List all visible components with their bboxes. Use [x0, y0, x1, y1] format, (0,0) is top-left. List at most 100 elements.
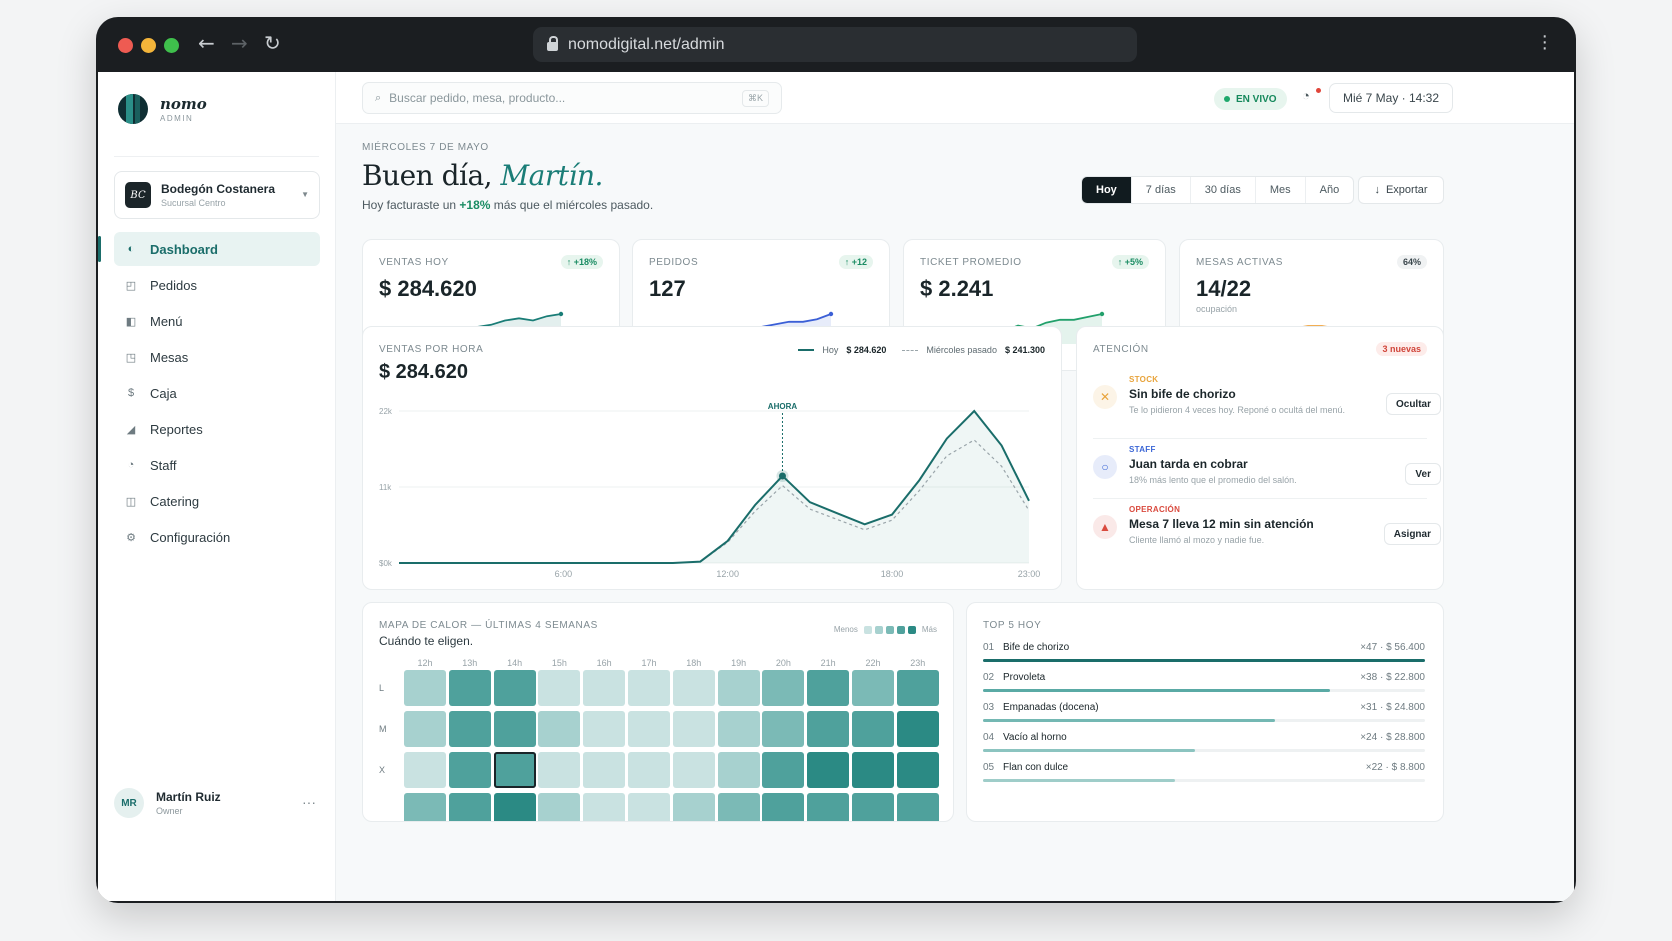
heatmap-cell[interactable]	[628, 752, 670, 788]
forward-arrow-icon[interactable]: →	[231, 31, 248, 55]
heatmap-cell[interactable]	[896, 670, 939, 706]
heatmap-cell[interactable]	[583, 793, 626, 821]
sidebar-item-configuracion[interactable]: ⚙ Configuración	[114, 520, 320, 554]
heatmap-cell[interactable]	[896, 752, 939, 788]
sidebar-item-label: Dashboard	[150, 241, 218, 257]
alert-title: Sin bife de chorizo	[1129, 387, 1236, 401]
sidebar-item-reportes[interactable]: ◢ Reportes	[114, 412, 320, 446]
heatmap-cell[interactable]	[717, 793, 760, 821]
heatmap-cell[interactable]	[493, 711, 536, 747]
heatmap-cell[interactable]	[448, 711, 491, 747]
heatmap-cell[interactable]	[583, 670, 626, 706]
top-item[interactable]: 01 Bife de chorizo ×47 · $ 56.400	[983, 639, 1425, 669]
heatmap-cell[interactable]	[628, 711, 670, 747]
heatmap-cell[interactable]	[807, 793, 850, 821]
heatmap-cell[interactable]	[672, 711, 715, 747]
heatmap-cell[interactable]	[672, 670, 715, 706]
heatmap-cell[interactable]	[493, 670, 536, 706]
heatmap-cell[interactable]	[852, 752, 894, 788]
top-item[interactable]: 02 Provoleta ×38 · $ 22.800	[983, 669, 1425, 699]
sidebar-item-dashboard[interactable]: ◐ Dashboard	[98, 232, 320, 266]
heatmap-cell[interactable]	[896, 793, 939, 821]
top-item-name: Bife de chorizo	[1003, 642, 1070, 653]
heatmap-cell[interactable]	[852, 793, 894, 821]
heatmap-cell[interactable]	[493, 793, 536, 821]
range-option[interactable]: 7 días	[1130, 177, 1190, 203]
kpi-label: PEDIDOS	[649, 257, 699, 268]
heatmap-cell[interactable]	[538, 711, 581, 747]
range-option[interactable]: 30 días	[1189, 177, 1255, 203]
sidebar-item-label: Mesas	[150, 349, 189, 365]
more-icon[interactable]: ···	[302, 794, 316, 810]
heatmap-cell[interactable]	[852, 670, 894, 706]
heatmap-cell[interactable]	[628, 670, 670, 706]
heatmap-cell[interactable]	[404, 670, 446, 706]
heatmap-day-label: X	[379, 765, 386, 775]
heatmap-cell[interactable]	[762, 670, 805, 706]
alert-action-button[interactable]: Ver	[1405, 463, 1441, 485]
heatmap-cell[interactable]	[404, 752, 446, 788]
today-area	[399, 411, 1029, 563]
sidebar-item-catering[interactable]: ◫ Catering	[114, 484, 320, 518]
heatmap-cell[interactable]	[852, 711, 894, 747]
heatmap-cell[interactable]	[583, 711, 626, 747]
heatmap-cell[interactable]	[762, 793, 805, 821]
branch-badge: BC	[125, 182, 151, 208]
search-placeholder: Buscar pedido, mesa, producto...	[389, 91, 566, 105]
export-button[interactable]: ↓ Exportar	[1358, 176, 1444, 204]
heatmap-cell[interactable]	[448, 670, 491, 706]
range-option[interactable]: Mes	[1254, 177, 1305, 203]
alert-action-button[interactable]: Asignar	[1383, 523, 1441, 545]
address-bar[interactable]: nomodigital.net/admin	[533, 27, 1137, 62]
heatmap-cell[interactable]	[672, 752, 715, 788]
x-tick-label: 6:00	[555, 569, 573, 579]
heatmap-cell[interactable]	[404, 711, 446, 747]
heatmap-cell[interactable]	[762, 752, 805, 788]
sidebar-item-staff[interactable]: ◔ Staff	[114, 448, 320, 482]
sidebar-item-pedidos[interactable]: ◰ Pedidos	[114, 268, 320, 302]
heatmap-cell[interactable]	[672, 793, 715, 821]
heatmap-cell[interactable]	[762, 711, 805, 747]
range-option[interactable]: Año	[1304, 177, 1354, 203]
alert-action-button[interactable]: Ocultar	[1385, 393, 1441, 415]
sidebar-item-menu[interactable]: ◧ Menú	[114, 304, 320, 338]
brand[interactable]: nomo ADMIN	[118, 94, 207, 124]
heatmap-cell[interactable]	[717, 752, 760, 788]
heatmap-cell[interactable]	[538, 752, 581, 788]
heatmap-cell[interactable]	[628, 793, 670, 821]
user-profile[interactable]: MR Martín Ruiz Owner ···	[114, 788, 320, 818]
heatmap-cell[interactable]	[538, 670, 581, 706]
search-input[interactable]: ⌕ Buscar pedido, mesa, producto... ⌘K	[362, 82, 782, 114]
heatmap-cell[interactable]	[583, 752, 626, 788]
range-option[interactable]: Hoy	[1082, 177, 1131, 203]
maximize-window-button[interactable]	[164, 38, 179, 53]
divider	[1093, 438, 1427, 439]
sidebar-item-caja[interactable]: $ Caja	[114, 376, 320, 410]
heatmap-cell[interactable]	[807, 752, 850, 788]
top-item[interactable]: 05 Flan con dulce ×22 · $ 8.800	[983, 759, 1425, 789]
heatmap-cell[interactable]	[538, 793, 581, 821]
heatmap-cell[interactable]	[807, 670, 850, 706]
browser-menu-icon[interactable]: · · ·	[1541, 25, 1548, 59]
top-item[interactable]: 03 Empanadas (docena) ×31 · $ 24.800	[983, 699, 1425, 729]
heatmap-cell[interactable]	[404, 793, 446, 821]
heatmap-cell[interactable]	[493, 752, 536, 788]
heatmap-cell[interactable]	[448, 793, 491, 821]
branch-selector[interactable]: BC Bodegón Costanera Sucursal Centro ▼	[114, 171, 320, 219]
heatmap-cell[interactable]	[717, 670, 760, 706]
heatmap-cell[interactable]	[448, 752, 491, 788]
minimize-window-button[interactable]	[141, 38, 156, 53]
kpi-value: 127	[649, 276, 686, 301]
top-item-quantity: ×24 · $ 28.800	[1360, 732, 1425, 743]
heatmap-cell[interactable]	[896, 711, 939, 747]
top-item-rank: 03	[983, 702, 995, 713]
sidebar-item-mesas[interactable]: ◳ Mesas	[114, 340, 320, 374]
close-window-button[interactable]	[118, 38, 133, 53]
reload-icon[interactable]: ↻	[264, 31, 281, 55]
back-arrow-icon[interactable]: ←	[198, 31, 215, 55]
top-item[interactable]: 04 Vacío al horno ×24 · $ 28.800	[983, 729, 1425, 759]
notification-bell-icon[interactable]: ◔	[1302, 88, 1322, 108]
heatmap-cell[interactable]	[717, 711, 760, 747]
top-item-bar-track	[983, 719, 1425, 722]
heatmap-cell[interactable]	[807, 711, 850, 747]
